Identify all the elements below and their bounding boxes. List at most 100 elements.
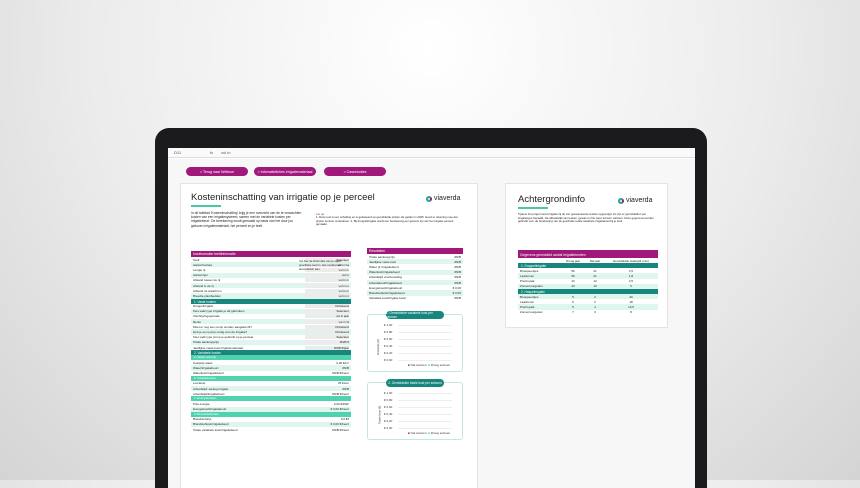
group-header: 1. Druppelirrigatie: [518, 263, 658, 269]
row-label: Afstand in de rij: [193, 283, 214, 288]
name-box[interactable]: D11: [174, 150, 182, 155]
y-tick-label: € 0,60: [384, 405, 393, 409]
y-axis-label: Totale kost (€): [377, 405, 382, 425]
row-value[interactable]: Onbekend: [305, 330, 349, 335]
column-header: Gemiddelde watergift (mm): [612, 258, 650, 263]
row-value[interactable]: vul in m: [305, 267, 349, 272]
row-value[interactable]: Selecteer: [305, 257, 349, 262]
table-cell: 18: [629, 299, 633, 304]
input-form: Invulformulier teeltinformatie Teelt Sele…: [191, 251, 351, 432]
row-value[interactable]: #N/B €: [305, 340, 349, 345]
result-row: Arbeidstijd voorbereiding #N/B: [367, 275, 463, 280]
irrigation-table: Gegevens gemiddeld aantal irrigatiebeurt…: [518, 250, 658, 315]
row-label: Arbeidskost/irrigatiebeurt: [369, 280, 403, 285]
row-value: #N/B: [454, 280, 461, 285]
casestudies-button[interactable]: > Casestudies: [324, 167, 386, 176]
back-to-welcome-button[interactable]: > Terug naar Welkom: [186, 167, 248, 176]
result-row: Brandstofkost/irrigatiebeurt € 0,00: [367, 290, 463, 296]
row-value[interactable]: Onbekend: [305, 304, 349, 309]
table-cell: 5: [630, 284, 632, 289]
row-value[interactable]: vul in jaar: [305, 314, 349, 319]
results-table: Resultaten Totale aankoopprijs #N/B Jaarli…: [367, 248, 463, 301]
table-cell: 40: [629, 294, 633, 299]
row-label: Loonkost: [193, 381, 206, 386]
table-cell: Zomercourgetten: [520, 284, 543, 289]
row-value: 0,00 €/kWh: [333, 401, 349, 406]
row-value: € 0,00 €/beurt: [330, 407, 349, 412]
table-cell: 4,5: [628, 268, 634, 273]
table-row: Laattomen 56 21 1,8: [518, 273, 658, 279]
row-label: Waterkost/irrigatiebeurt: [193, 371, 224, 376]
y-tick-label: € 1,00: [384, 323, 393, 327]
row-value[interactable]: Onbekend: [305, 324, 349, 329]
row-value: #N/B €/beurt: [332, 427, 349, 432]
row-value[interactable]: Selecteer: [305, 335, 349, 340]
gridline: [398, 414, 452, 415]
infosheets-button[interactable]: > Infomatiefiches irrigatiemateriaal: [254, 167, 316, 176]
variable-cost-row: Waterkost/irrigatiebeurt #N/B €/beurt: [191, 371, 351, 376]
row-value: € 0,00: [452, 290, 461, 295]
row-value[interactable]: vul in m: [305, 288, 349, 293]
fx-icon: fx: [210, 150, 214, 155]
row-value[interactable]: vul in m: [305, 293, 349, 298]
row-value: #N/B: [454, 259, 461, 264]
table-cell: 2: [594, 299, 596, 304]
row-label: Aantal hectare: [193, 262, 213, 267]
fixed-cost-row: Rente vul in %: [191, 319, 351, 325]
row-label: Brandstofkost/irrigatiebeurt: [369, 290, 405, 295]
row-value[interactable]: vul in: [305, 273, 349, 278]
table-cell: 21: [593, 268, 597, 273]
row-value[interactable]: vul in ha: [305, 262, 349, 267]
row-value[interactable]: vul in %: [305, 319, 349, 324]
gridline: [398, 407, 452, 408]
variable-section-header: d. Brandstofkosten: [191, 411, 351, 417]
y-tick-label: € 0,40: [384, 412, 393, 416]
table-row: Broeipeentjes 56 21 4,5: [518, 268, 658, 273]
background-info-card: Achtergrondinfo viaverda Tijdens het pro…: [505, 183, 668, 328]
row-label: Energiekost/irrigatiebeurt: [193, 407, 227, 412]
row-value: #N/B €/beurt: [332, 391, 349, 396]
variable-cost-row: Totale variabele kost/irrigatiebeurt #N/B…: [191, 427, 351, 432]
row-value[interactable]: Selecteer: [305, 309, 349, 314]
row-value[interactable]: #N/B €/jaar: [305, 345, 349, 350]
variable-cost-row: Water/irrigatiebeurt #N/B: [191, 365, 351, 371]
row-label: Totale variabele kost/irrigatiebeurt: [193, 427, 238, 432]
table-cell: 13,5: [628, 304, 634, 309]
gridline: [398, 339, 452, 340]
background-title: Achtergrondinfo: [518, 194, 586, 205]
row-label: Teelt: [193, 257, 200, 262]
y-axis-label: Kostprijs (€): [376, 338, 381, 356]
result-row: Totale aankoopprijs #N/B: [367, 254, 463, 259]
result-row: Variabele kost/irrigatie beurt #N/B: [367, 296, 463, 301]
input-row: Breedte plantbedden vul in m: [191, 293, 351, 299]
table-cell: Zomercourgetten: [520, 310, 543, 315]
laptop-frame: D11 fx vul in > Terug naar Welkom > Info…: [155, 128, 707, 488]
column-header: Nat jaar: [589, 258, 601, 263]
formula-input[interactable]: vul in: [221, 150, 231, 155]
row-label: Prijs energie: [193, 401, 210, 406]
table-row: Laattomen 6 2 18: [518, 299, 658, 304]
row-value[interactable]: vul in m: [305, 283, 349, 288]
table-cell: 4,5: [628, 279, 634, 284]
row-label: Afstand tussen de rij: [193, 278, 221, 283]
variable-section-header: b. Arbeidskosten: [191, 375, 351, 381]
row-value: #N/B: [454, 270, 461, 275]
row-label: Afstand tot waterbron: [193, 288, 222, 293]
input-row: Afstand tussen de rij vul in m: [191, 278, 351, 283]
table-cell: 5: [572, 294, 574, 299]
row-label: Aantal rijen: [193, 273, 209, 278]
table-cell: 56: [571, 273, 575, 278]
row-value[interactable]: vul in m: [305, 278, 349, 283]
table-cell: Broeipeentjes: [520, 268, 539, 273]
table-cell: Laattomen: [520, 273, 535, 278]
gridline: [398, 325, 452, 326]
table-cell: 13: [571, 279, 575, 284]
table-header-row: Droog jaar Nat jaar Gemiddelde watergift (…: [518, 258, 658, 263]
viaverda-logo: viaverda: [426, 195, 460, 202]
table-cell: 3: [594, 310, 596, 315]
fixed-cost-row: Afschrijvingsperiode vul in jaar: [191, 314, 351, 319]
result-row: Waterkost/irrigatiebeurt #N/B: [367, 269, 463, 275]
row-label: Totale aankoopprijs: [193, 340, 219, 345]
y-tick-label: € 0,40: [384, 344, 393, 348]
variable-cost-row: Loonkost 25 €/uur: [191, 381, 351, 386]
